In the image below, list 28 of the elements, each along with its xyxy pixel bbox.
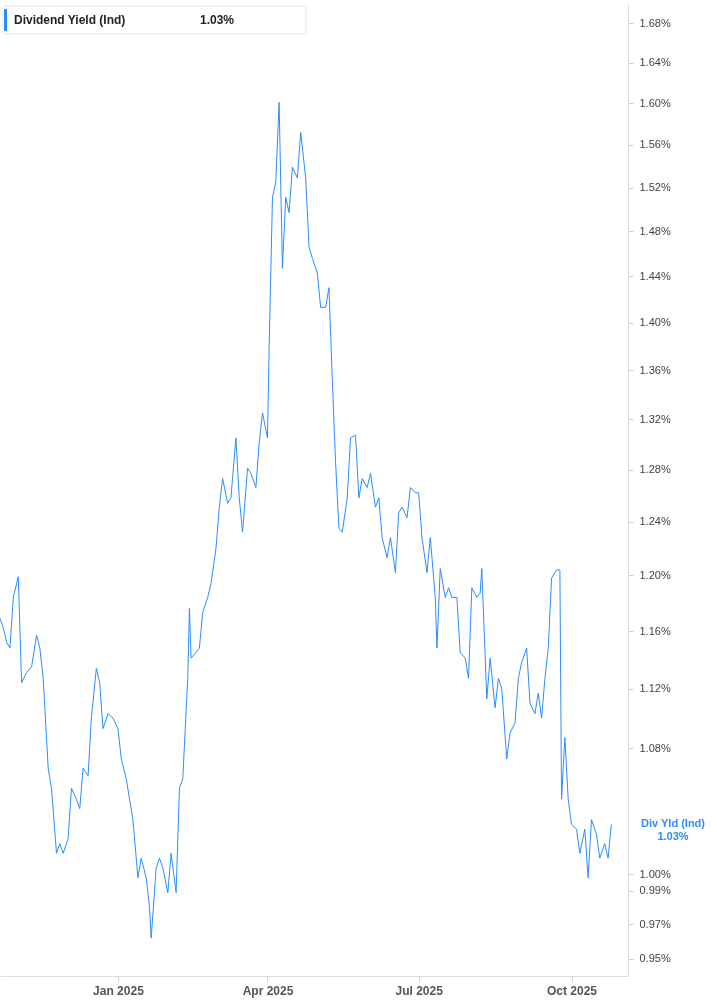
- annotation: 1.03%: [200, 13, 235, 27]
- y-tick-label: 1.44%: [639, 269, 671, 282]
- y-tick-label: 0.97%: [639, 917, 671, 930]
- y-tick-label: 0.95%: [639, 952, 671, 965]
- y-tick-label: 1.28%: [639, 463, 671, 476]
- x-tick-label: Jan 2025: [93, 983, 145, 998]
- x-tick-label: Apr 2025: [242, 983, 294, 998]
- y-tick-label: 0.99%: [639, 884, 671, 897]
- y-tick-label: 1.24%: [639, 515, 671, 528]
- y-tick-label: 1.64%: [639, 56, 671, 69]
- text: Div Yld (Ind) 1.03%: [641, 817, 706, 843]
- y-tick-label: 1.68%: [639, 16, 671, 29]
- y-tick-label: 1.20%: [639, 568, 671, 581]
- y-tick-label: 1.08%: [639, 741, 671, 754]
- y-tick-label: 1.60%: [639, 96, 671, 109]
- legend-label: Dividend Yield (Ind): [14, 13, 126, 27]
- y-tick-label: 1.40%: [639, 316, 671, 329]
- y-tick-label: 1.48%: [639, 224, 671, 237]
- x-tick-label: Jul 2025: [395, 983, 444, 998]
- y-tick-label: 1.00%: [639, 867, 671, 880]
- y-tick-label: 1.52%: [639, 181, 671, 194]
- y-tick-label: 1.56%: [639, 138, 671, 151]
- y-tick-label: 1.32%: [639, 412, 671, 425]
- y-tick-label: 1.16%: [639, 624, 671, 637]
- x-tick-label: Oct 2025: [546, 983, 598, 998]
- line-series: [0, 101, 612, 939]
- y-tick-label: 1.36%: [639, 363, 671, 376]
- y-tick-label: 1.12%: [639, 682, 671, 695]
